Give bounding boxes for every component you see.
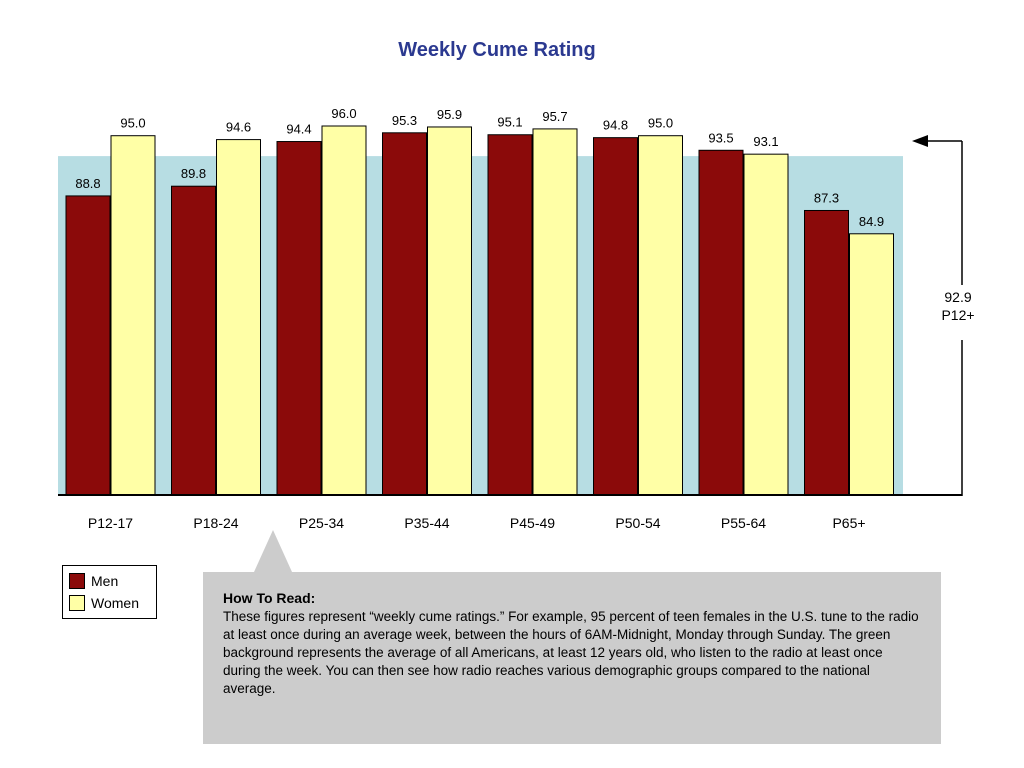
bar-men-p12-17 [65,195,111,496]
value-label-men-p12-17: 88.8 [75,176,100,191]
note-title: How To Read: [223,590,316,606]
reference-indicator: 92.9 P12+ [912,135,975,496]
bar-women-p55-64 [743,153,789,496]
category-label-p55-64: P55-64 [721,515,766,531]
value-label-women-p65plus: 84.9 [859,214,884,229]
bar-men-p55-64 [698,149,744,496]
value-label-women-p12-17: 95.0 [120,116,145,131]
value-label-men-p50-54: 94.8 [603,118,628,133]
bar-men-p45-49 [487,134,533,496]
arrow-left-icon [912,135,928,147]
bar-men-p35-44 [382,132,427,496]
bar-men-p25-34 [276,141,322,496]
category-label-p12-17: P12-17 [88,515,133,531]
legend-swatch-women [69,595,85,611]
reference-value-label: 92.9 [944,289,971,305]
bar-women-p35-44 [427,126,472,496]
value-label-men-p35-44: 95.3 [392,113,417,128]
category-label-p65plus: P65+ [832,515,865,531]
note-pointer [254,530,292,572]
bar-women-p65plus [849,233,894,496]
category-label-p18-24: P18-24 [193,515,238,531]
value-label-men-p65plus: 87.3 [814,190,839,205]
category-label-p25-34: P25-34 [299,515,344,531]
bar-women-p12-17 [110,135,156,496]
bar-men-p65plus [804,209,849,496]
value-label-women-p50-54: 95.0 [648,116,673,131]
value-label-men-p45-49: 95.1 [497,115,522,130]
category-label-p45-49: P45-49 [510,515,555,531]
legend-label-women: Women [91,595,139,611]
bar-chart: Weekly Cume Rating 88.8 95.0 89.8 94.6 94.4 9… [58,39,975,531]
category-label-p35-44: P35-44 [404,515,449,531]
reference-group-label: P12+ [941,307,974,323]
value-label-women-p55-64: 93.1 [753,134,778,149]
value-label-women-p18-24: 94.6 [226,120,251,135]
how-to-read-note: How To Read: These figures represent “we… [203,572,941,744]
legend: Men Women [62,565,157,619]
value-label-women-p25-34: 96.0 [331,106,356,121]
bar-women-p18-24 [216,139,261,496]
bar-women-p50-54 [638,135,683,496]
bar-men-p50-54 [593,137,638,496]
chart-title: Weekly Cume Rating [398,39,595,61]
legend-swatch-men [69,573,85,589]
legend-item-women: Women [69,592,150,614]
bar-women-p45-49 [532,128,578,496]
value-label-men-p18-24: 89.8 [181,166,206,181]
value-label-men-p55-64: 93.5 [708,130,733,145]
category-label-p50-54: P50-54 [615,515,660,531]
bar-men-p18-24 [171,185,216,496]
value-label-men-p25-34: 94.4 [286,122,311,137]
legend-label-men: Men [91,573,119,589]
legend-item-men: Men [69,570,150,592]
value-label-women-p45-49: 95.7 [542,109,567,124]
bar-women-p25-34 [321,125,367,496]
note-body: These figures represent “weekly cume rat… [223,609,919,696]
value-label-women-p35-44: 95.9 [437,107,462,122]
